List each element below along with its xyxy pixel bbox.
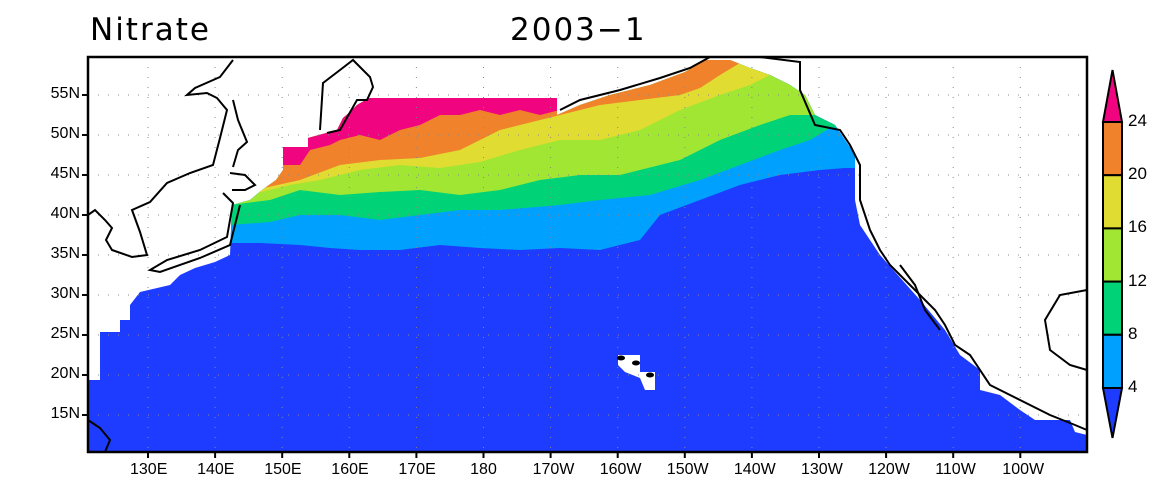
lon-label: 150W	[666, 461, 709, 478]
coast-north-america	[759, 56, 1088, 431]
coast-baja	[899, 264, 941, 331]
lat-label: 40N	[50, 205, 80, 222]
lat-label: 35N	[50, 245, 80, 262]
lon-label: 100W	[1002, 461, 1045, 478]
colorbar	[1101, 69, 1124, 439]
hawaii-island-icon	[632, 360, 640, 366]
lon-label: 170W	[532, 461, 575, 478]
lat-label: 55N	[50, 85, 80, 102]
colorbar-label: 8	[1128, 323, 1138, 343]
coast-asia-south	[87, 419, 112, 453]
coast-japan-honshu	[147, 192, 241, 274]
lon-label: 130W	[801, 461, 843, 478]
colorbar-label: 20	[1128, 164, 1147, 184]
lon-label: 160E	[331, 461, 369, 478]
lon-label: 160W	[599, 461, 642, 478]
lat-label: 15N	[50, 405, 80, 422]
hawaii-land	[618, 355, 655, 390]
coast-sakhalin	[232, 99, 249, 168]
lat-label: 20N	[50, 365, 80, 382]
lon-label: 180	[470, 461, 497, 478]
lat-label: 30N	[50, 285, 80, 302]
hawaii-island-icon	[617, 355, 625, 361]
colorbar-label: 16	[1128, 217, 1147, 237]
colorbar-box	[1102, 174, 1123, 230]
colorbar-label: 12	[1128, 270, 1147, 290]
colorbar-box	[1102, 227, 1123, 283]
map-title-variable: Nitrate	[90, 12, 211, 48]
lon-label: 120W	[868, 461, 910, 478]
lon-label: 130E	[130, 461, 168, 478]
colorbar-box	[1102, 280, 1123, 336]
coast-mexico-east	[1043, 289, 1088, 371]
coast-asia-mainland	[87, 59, 234, 259]
lat-label: 25N	[50, 325, 80, 342]
lon-label: 150E	[264, 461, 302, 478]
colorbar-bottom-arrow	[1101, 387, 1124, 439]
hawaii-island-icon	[646, 372, 654, 378]
lon-label: 140E	[197, 461, 235, 478]
colorbar-label: 4	[1128, 377, 1138, 396]
lon-label: 140W	[733, 461, 776, 478]
colorbar-box	[1102, 121, 1123, 177]
colorbar-label: 24	[1128, 111, 1147, 130]
colorbar-top-arrow	[1101, 69, 1124, 123]
lat-label: 45N	[50, 165, 80, 182]
map-title-time: 2003−1	[510, 12, 647, 48]
colorbar-box	[1102, 333, 1123, 389]
coast-hokkaido	[229, 172, 257, 191]
coast-alaska	[559, 56, 711, 111]
lon-label: 110W	[935, 461, 976, 478]
lat-label: 50N	[50, 125, 80, 142]
coast-kamchatka	[319, 58, 375, 134]
lon-label: 170E	[398, 461, 436, 478]
